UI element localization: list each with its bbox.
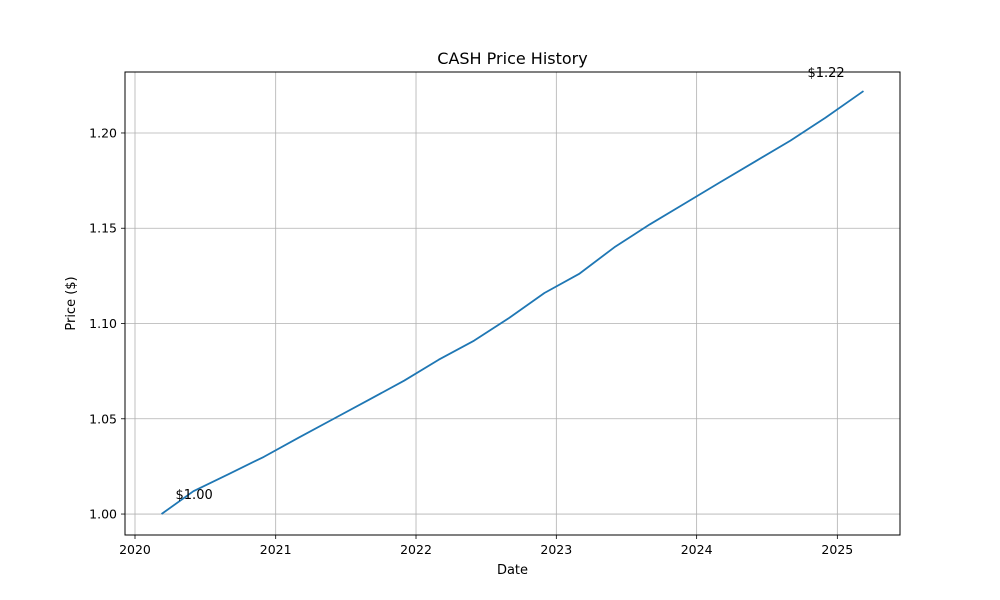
y-tick-label: 1.20: [89, 125, 117, 140]
chart-title: CASH Price History: [437, 49, 587, 68]
y-tick-label: 1.00: [89, 507, 117, 522]
price-annotation: $1.00: [176, 488, 213, 503]
x-tick-label: 2025: [821, 542, 853, 557]
x-axis-label: Date: [497, 563, 528, 578]
series-layer: [160, 90, 864, 515]
ticks: 2020 2021 2022 2023 2024 2025 1.00 1.05 1.10 1.15…: [89, 125, 853, 557]
x-tick-label: 2020: [119, 542, 151, 557]
price-line: [160, 90, 864, 515]
annotations: $1.00 $1.22: [176, 66, 845, 503]
x-tick-label: 2021: [260, 542, 292, 557]
x-tick-label: 2024: [681, 542, 713, 557]
grid: [125, 72, 900, 535]
plot-frame: [124, 71, 901, 536]
y-tick-label: 1.05: [89, 411, 117, 426]
y-tick-label: 1.15: [89, 221, 117, 236]
price-annotation: $1.22: [807, 66, 844, 81]
x-tick-label: 2023: [540, 542, 572, 557]
x-tick-label: 2022: [400, 542, 432, 557]
y-axis-label: Price ($): [64, 276, 79, 330]
y-tick-label: 1.10: [89, 316, 117, 331]
